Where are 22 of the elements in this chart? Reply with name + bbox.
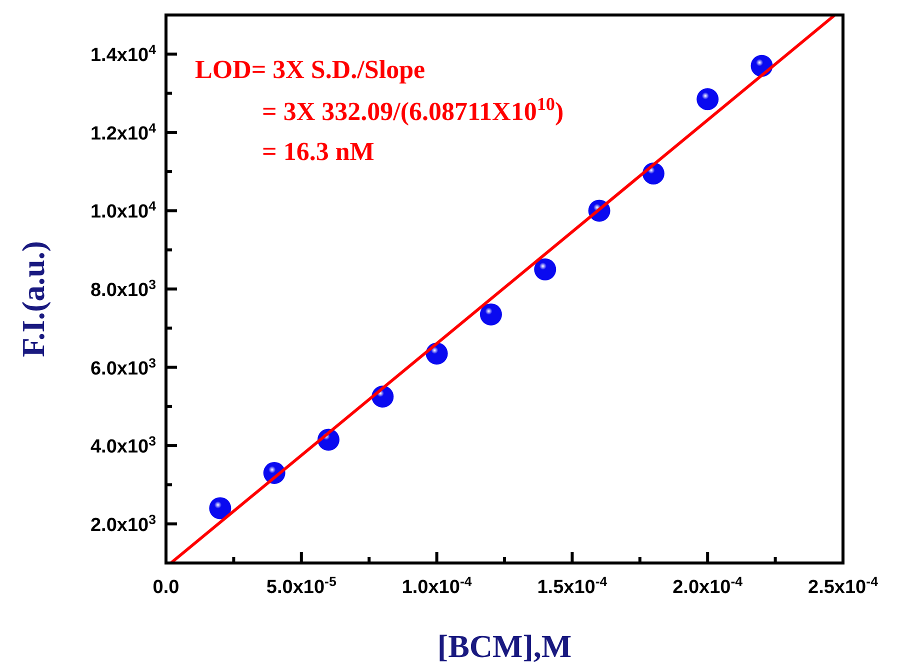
y-tick-label: 6.0x10$^{3}$	[90, 354, 156, 380]
x-tick-label: 5.0x10$^{-5}$	[266, 574, 337, 598]
y-axis-title: F.I.(a.u.)	[15, 240, 51, 358]
x-tick-label: 2.5x10$^{-4}$	[808, 574, 879, 598]
y-tick-label: 4.0x10$^{3}$	[90, 433, 156, 458]
annotation: LOD= 3X S.D./Slope	[195, 55, 426, 84]
point	[696, 88, 719, 110]
annotation: = 3X 332.09/(6.08711X10$^{10}$)	[262, 94, 564, 126]
y-tick-label: 1.4x10$^{4}$	[90, 42, 157, 66]
point	[209, 497, 232, 520]
x-tick-label: 2.0x10$^{-4}$	[672, 574, 744, 598]
annotation: = 16.3 nM	[262, 137, 374, 166]
y-tick-label: 8.0x10$^{3}$	[90, 276, 156, 301]
x-tick-label: 1.0x10$^{-4}$	[402, 574, 472, 598]
y-tick-label: 2.0x10$^{3}$	[90, 511, 156, 536]
x-tick-label: 1.5x10$^{-4}$	[537, 574, 608, 598]
y-tick-label: 1.0x10$^{4}$	[90, 198, 157, 223]
y-tick-label: 1.2x10$^{4}$	[90, 120, 157, 144]
point	[534, 258, 556, 280]
x-axis-title: [BCM],M	[437, 628, 572, 664]
x-tick-label: 0.0	[152, 577, 180, 598]
point	[480, 303, 502, 326]
